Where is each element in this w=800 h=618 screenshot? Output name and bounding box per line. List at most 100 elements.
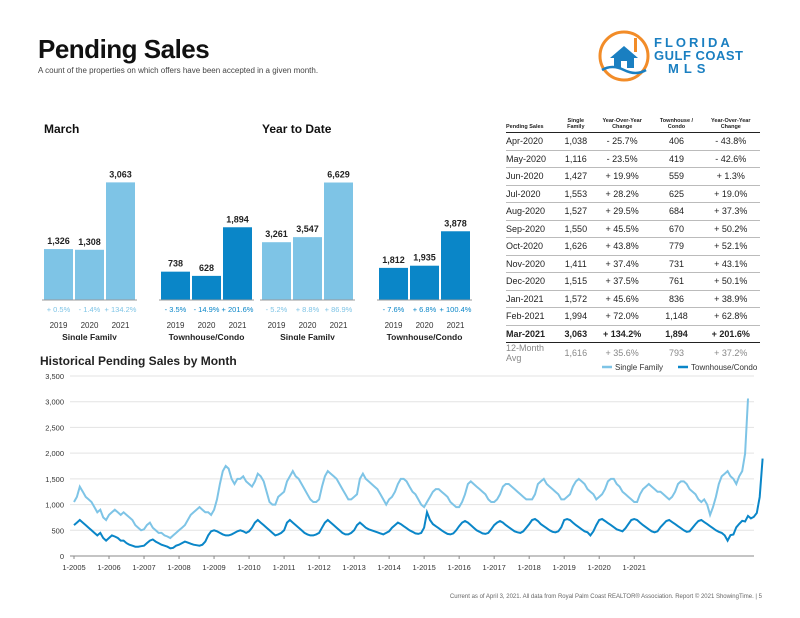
bar-year-label: 2020 (416, 321, 434, 330)
y-tick-label: 1,500 (45, 475, 64, 484)
table-cell: + 19.0% (701, 185, 760, 204)
table-cell: 1,038 (558, 132, 593, 151)
x-tick-label: 1-2021 (623, 563, 646, 572)
bar-change-label: - 5.2% (266, 305, 288, 314)
bar-year-label: 2020 (81, 321, 99, 330)
legend-label: Single Family (615, 363, 663, 372)
bar-value-label: 1,308 (78, 237, 101, 247)
table-cell: + 45.5% (592, 220, 652, 239)
table-row: Oct-2020 1,626 + 43.8% 779 + 52.1% (506, 237, 760, 256)
bar-2020 (293, 237, 322, 300)
bar-value-label: 738 (168, 259, 183, 269)
table-cell: + 134.2% (592, 325, 652, 344)
table-cell: 1,515 (558, 272, 593, 291)
table-cell: + 62.8% (701, 307, 760, 326)
bar-value-label: 1,326 (47, 236, 70, 246)
table-cell: 1,148 (651, 307, 702, 326)
table-cell: 836 (651, 290, 702, 309)
bar-change-label: - 14.9% (194, 305, 220, 314)
table-cell: Jul-2020 (506, 185, 559, 204)
table-cell: - 43.8% (701, 132, 760, 151)
bar-2019 (379, 267, 408, 300)
table-cell: 419 (651, 150, 702, 169)
bar-value-label: 3,878 (444, 218, 467, 228)
table-cell: + 52.1% (701, 237, 760, 256)
table-cell: 761 (651, 272, 702, 291)
table-row: Feb-2021 1,994 + 72.0% 1,148 + 62.8% (506, 307, 760, 326)
x-tick-label: 1-2013 (342, 563, 365, 572)
bar-value-label: 628 (199, 263, 214, 273)
table-cell: + 37.4% (592, 255, 652, 274)
bar-change-label: + 134.2% (105, 305, 137, 314)
table-cell: + 201.6% (701, 325, 760, 344)
x-tick-label: 1-2006 (97, 563, 120, 572)
table-row: Jul-2020 1,553 + 28.2% 625 + 19.0% (506, 185, 760, 204)
y-tick-label: 0 (60, 552, 64, 561)
table-cell: 625 (651, 185, 702, 204)
bar-value-label: 1,894 (226, 214, 249, 224)
x-tick-label: 1-2018 (517, 563, 540, 572)
pending-sales-table: Pending Sales Single Family Year-Over-Ye… (506, 118, 760, 363)
ytd-chart-title: Year to Date (262, 122, 332, 136)
bar-value-label: 3,261 (265, 229, 288, 239)
x-tick-label: 1-2008 (167, 563, 190, 572)
group-label: Townhouse/Condo (169, 332, 245, 340)
bar-change-label: + 6.8% (413, 305, 437, 314)
table-cell: + 50.2% (701, 220, 760, 239)
bar-change-label: - 1.4% (79, 305, 101, 314)
x-tick-label: 1-2010 (237, 563, 260, 572)
table-cell: Apr-2020 (506, 132, 559, 151)
x-tick-label: 1-2012 (307, 563, 330, 572)
table-cell: Dec-2020 (506, 272, 559, 291)
x-tick-label: 1-2007 (132, 563, 155, 572)
footer-note: Current as of April 3, 2021. All data fr… (449, 594, 762, 600)
x-tick-label: 1-2017 (482, 563, 505, 572)
table-cell: Jan-2021 (506, 290, 559, 309)
table-cell: 3,063 (558, 325, 593, 344)
bar-change-label: + 8.8% (296, 305, 320, 314)
table-cell: + 45.6% (592, 290, 652, 309)
bar-value-label: 3,547 (296, 224, 319, 234)
bar-change-label: + 86.9% (325, 305, 353, 314)
table-cell: 12-Month Avg (506, 343, 545, 364)
bar-value-label: 6,629 (327, 170, 350, 180)
table-cell: + 28.2% (592, 185, 652, 204)
series-line-single-family (73, 398, 749, 540)
table-cell: 559 (651, 167, 702, 186)
table-row: Sep-2020 1,550 + 45.5% 670 + 50.2% (506, 220, 760, 239)
y-tick-label: 500 (51, 526, 64, 535)
bar-change-label: + 0.5% (47, 305, 71, 314)
table-cell: Mar-2021 (506, 325, 559, 344)
col-header: Pending Sales (506, 118, 559, 134)
legend-label: Townhouse/Condo (691, 363, 758, 372)
table-cell: + 1.3% (701, 167, 760, 186)
group-label: Townhouse/Condo (387, 332, 463, 340)
table-row: Dec-2020 1,515 + 37.5% 761 + 50.1% (506, 272, 760, 291)
table-cell: + 19.9% (592, 167, 652, 186)
logo-line2: GULF COAST (654, 48, 744, 63)
x-tick-label: 1-2005 (62, 563, 85, 572)
table-cell: - 25.7% (592, 132, 652, 151)
col-header: Single Family (558, 118, 593, 134)
mls-logo: FLORIDA GULF COAST MLS (596, 30, 766, 86)
logo-line1: FLORIDA (654, 35, 733, 50)
table-cell: 1,116 (558, 150, 593, 169)
table-cell: Feb-2021 (506, 307, 559, 326)
table-cell: 1,527 (558, 202, 593, 221)
table-cell: Aug-2020 (506, 202, 559, 221)
march-bar-chart: 1,326 + 0.5% 2019 1,308 - 1.4% 2020 3,063 + 134… (42, 169, 254, 340)
y-tick-label: 3,500 (45, 372, 64, 381)
table-cell: 1,427 (558, 167, 593, 186)
table-cell: 731 (651, 255, 702, 274)
table-row: Jan-2021 1,572 + 45.6% 836 + 38.9% (506, 290, 760, 309)
group-label: Single Family (280, 332, 335, 340)
march-chart-title: March (44, 122, 80, 136)
table-cell: 1,626 (558, 237, 593, 256)
x-tick-label: 1-2020 (588, 563, 611, 572)
table-row: Nov-2020 1,411 + 37.4% 731 + 43.1% (506, 255, 760, 274)
table-cell: 793 (668, 348, 684, 359)
x-tick-label: 1-2011 (273, 563, 296, 572)
table-cell: + 50.1% (701, 272, 760, 291)
page-subtitle: A count of the properties on which offer… (38, 66, 319, 75)
table-cell: Oct-2020 (506, 237, 559, 256)
